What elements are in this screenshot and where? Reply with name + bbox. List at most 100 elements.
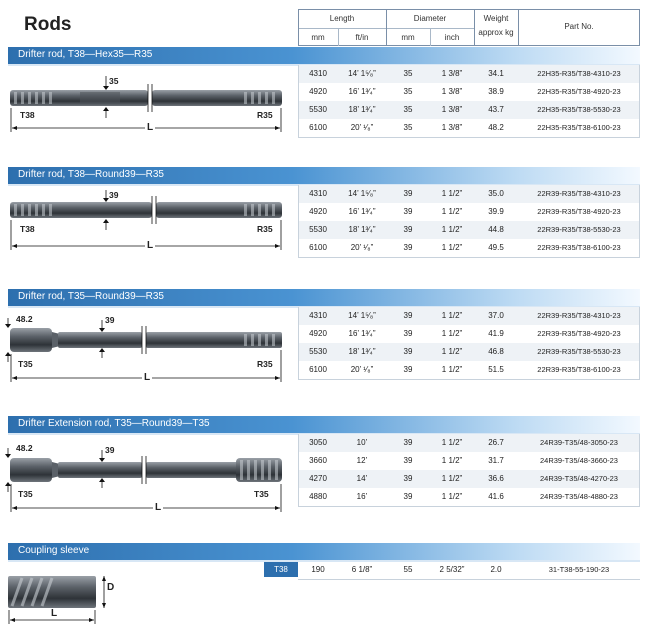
- cell-diameter-inch: 1 1/2”: [441, 347, 463, 356]
- cell-part-no: 31-T38-55-190-23: [548, 565, 610, 574]
- cell-weight: 44.8: [488, 225, 504, 234]
- cell-length-mm: 4920: [309, 87, 327, 96]
- cell-weight: 41.6: [488, 492, 504, 501]
- cell-weight: 49.5: [488, 243, 504, 252]
- end-left-label: T38: [20, 224, 35, 234]
- rod-drawing-shank: [5, 318, 282, 382]
- cell-diameter-mm: 39: [403, 365, 413, 374]
- cell-part-no: 24R39-T35/48-4270-23: [540, 474, 618, 483]
- section-title: Drifter rod, T38—Hex35—R35: [18, 49, 153, 60]
- cell-length-ft: 20’ ¹⁄₈”: [350, 123, 374, 132]
- rod-drawing-hex: [10, 76, 282, 132]
- dim-length-label: L: [145, 240, 156, 251]
- dim-length-label: L: [142, 372, 153, 383]
- cell-weight: 2.0: [490, 565, 502, 574]
- cell-length-mm: 4880: [309, 492, 327, 501]
- section-title: Coupling sleeve: [18, 545, 90, 556]
- cell-length-ft: 6 1/8”: [351, 565, 373, 574]
- cell-length-mm: 5530: [309, 225, 327, 234]
- end-right-label: R35: [257, 110, 273, 120]
- cell-part-no: 22R39-R35/T38-5530-23: [537, 347, 621, 356]
- cell-diameter-inch: 1 1/2”: [441, 311, 463, 320]
- cell-diameter-inch: 1 1/2”: [441, 456, 463, 465]
- cell-length-mm: 190: [311, 565, 325, 574]
- cell-weight: 38.9: [488, 87, 504, 96]
- cell-length-ft: 18’ 1³⁄₄”: [348, 225, 376, 234]
- cell-length-mm: 3660: [309, 456, 327, 465]
- cell-part-no: 24R39-T35/48-3050-23: [540, 438, 618, 447]
- cell-length-mm: 4310: [309, 311, 327, 320]
- header-weight-unit: approx kg: [478, 28, 514, 37]
- table-row: 4920 16’ 1³⁄₄” 39 1 1/2” 39.9 22R39-R35/…: [298, 203, 640, 221]
- dim-length-label: L: [145, 122, 156, 133]
- dim-diameter-label: 39: [105, 315, 115, 325]
- cell-weight: 31.7: [488, 456, 504, 465]
- page-title: Rods: [24, 14, 72, 35]
- cell-length-ft: 16’ 1³⁄₄”: [348, 207, 376, 216]
- cell-diameter-inch: 1 3/8”: [441, 105, 463, 114]
- cell-length-ft: 20’ ¹⁄₈”: [350, 243, 374, 252]
- cell-diameter-inch: 1 3/8”: [441, 69, 463, 78]
- rod-drawing-extension: [5, 448, 282, 512]
- cell-length-ft: 14’ 1⁵⁄₈”: [348, 311, 376, 320]
- table-row: 4310 14’ 1⁵⁄₈” 39 1 1/2” 35.0 22R39-R35/…: [298, 185, 640, 203]
- cell-length-mm: 4310: [309, 189, 327, 198]
- cell-part-no: 22R39-R35/T38-4920-23: [537, 207, 621, 216]
- cell-diameter-mm: 39: [403, 492, 413, 501]
- cell-weight: 41.9: [488, 329, 504, 338]
- table-row: 4310 14’ 1⁵⁄₈” 39 1 1/2” 37.0 22R39-R35/…: [298, 307, 640, 325]
- table-row: 4270 14’ 39 1 1/2” 36.6 24R39-T35/48-427…: [298, 470, 640, 488]
- cell-diameter-mm: 39: [403, 438, 413, 447]
- cell-diameter-inch: 1 1/2”: [441, 225, 463, 234]
- cell-length-mm: 5530: [309, 347, 327, 356]
- section-title: Drifter rod, T38—Round39—R35: [18, 169, 164, 180]
- dim-length-label: L: [153, 502, 164, 513]
- header-ft-in: ft/in: [355, 33, 369, 42]
- cell-part-no: 22R39-R35/T38-4920-23: [537, 329, 621, 338]
- table-row: 3660 12’ 39 1 1/2” 31.7 24R39-T35/48-366…: [298, 452, 640, 470]
- thread-tag: T38: [264, 562, 298, 577]
- section-band: Drifter rod, T35—Round39—R35: [8, 289, 640, 306]
- section-title: Drifter rod, T35—Round39—R35: [18, 291, 164, 302]
- cell-diameter-inch: 1 1/2”: [441, 189, 463, 198]
- table-row: 5530 18’ 1³⁄₄” 35 1 3/8” 43.7 22H35-R35/…: [298, 101, 640, 119]
- end-left-label: T35: [18, 489, 33, 499]
- dim-shank-diameter-label: 48.2: [16, 443, 33, 453]
- cell-diameter-inch: 1 1/2”: [441, 207, 463, 216]
- cell-length-ft: 14’ 1⁵⁄₈”: [348, 69, 376, 78]
- cell-weight: 35.0: [488, 189, 504, 198]
- cell-weight: 39.9: [488, 207, 504, 216]
- coupling-drawing: [8, 576, 106, 624]
- cell-length-ft: 16’ 1³⁄₄”: [348, 329, 376, 338]
- cell-weight: 51.5: [488, 365, 504, 374]
- table-row: 3050 10’ 39 1 1/2” 26.7 24R39-T35/48-305…: [298, 434, 640, 452]
- end-right-label: R35: [257, 359, 273, 369]
- table-row: 4310 14’ 1⁵⁄₈” 35 1 3/8” 34.1 22H35-R35/…: [298, 65, 640, 83]
- cell-diameter-mm: 39: [403, 189, 413, 198]
- dim-diameter-label: 35: [109, 76, 119, 86]
- cell-weight: 26.7: [488, 438, 504, 447]
- header-diameter: Diameter: [413, 14, 447, 23]
- section-band: Drifter rod, T38—Hex35—R35: [8, 47, 640, 64]
- section-band: Drifter rod, T38—Round39—R35: [8, 167, 640, 184]
- header-mm: mm: [311, 33, 325, 42]
- header-inch: inch: [444, 33, 460, 42]
- cell-diameter-mm: 39: [403, 225, 413, 234]
- cell-length-mm: 6100: [309, 365, 327, 374]
- dim-d-label: D: [107, 582, 115, 593]
- cell-diameter-mm: 55: [403, 565, 413, 574]
- cell-length-mm: 4920: [309, 329, 327, 338]
- cell-length-ft: 14’ 1⁵⁄₈”: [348, 189, 376, 198]
- cell-weight: 34.1: [488, 69, 504, 78]
- cell-diameter-inch: 1 1/2”: [441, 243, 463, 252]
- cell-part-no: 22R39-R35/T38-4310-23: [537, 189, 621, 198]
- cell-length-mm: 4270: [309, 474, 327, 483]
- cell-diameter-inch: 1 1/2”: [441, 365, 463, 374]
- cell-part-no: 22H35-R35/T38-6100-23: [537, 123, 621, 132]
- cell-diameter-inch: 1 1/2”: [441, 492, 463, 501]
- header-weight: Weight: [483, 14, 509, 23]
- cell-part-no: 24R39-T35/48-3660-23: [540, 456, 618, 465]
- cell-length-mm: 4920: [309, 207, 327, 216]
- table-row: 5530 18’ 1³⁄₄” 39 1 1/2” 44.8 22R39-R35/…: [298, 221, 640, 239]
- cell-diameter-mm: 39: [403, 207, 413, 216]
